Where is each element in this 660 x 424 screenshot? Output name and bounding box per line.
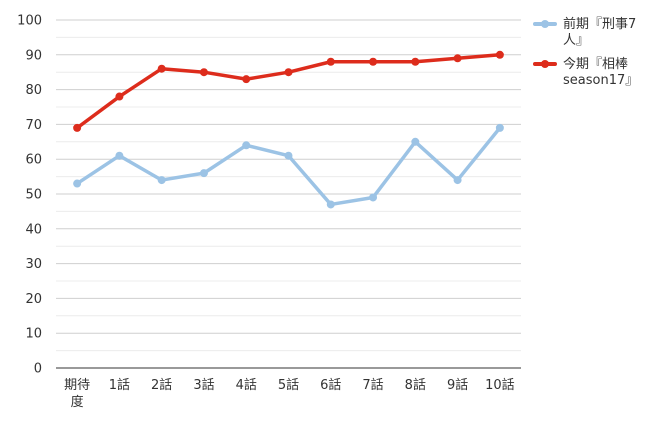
legend-item-series-1[interactable]: 前期『刑事7人』 xyxy=(533,17,653,49)
data-point[interactable] xyxy=(284,151,293,160)
data-point[interactable] xyxy=(453,176,462,185)
data-point[interactable] xyxy=(73,123,82,132)
data-point[interactable] xyxy=(326,57,335,66)
data-point[interactable] xyxy=(284,68,293,77)
y-tick-label: 20 xyxy=(25,292,42,307)
x-axis: 期待度 1話 2話 3話 4話 5話 6話 7話 8話 9話 10話 xyxy=(56,367,521,410)
data-point[interactable] xyxy=(242,75,251,84)
data-point[interactable] xyxy=(242,141,251,150)
data-point[interactable] xyxy=(115,92,124,101)
data-point[interactable] xyxy=(369,57,378,66)
y-tick-label: 70 xyxy=(25,118,42,133)
x-tick-label: 4話 xyxy=(236,377,257,393)
y-tick-label: 40 xyxy=(25,222,42,237)
legend-swatch-series-1 xyxy=(533,20,557,28)
y-tick-label: 60 xyxy=(25,153,42,168)
x-tick-label: 2話 xyxy=(151,377,172,393)
series-line-1 xyxy=(75,126,502,207)
y-tick-label: 100 xyxy=(17,14,42,29)
x-tick-label: 10話 xyxy=(485,377,515,393)
y-tick-label: 80 xyxy=(25,83,42,98)
data-point[interactable] xyxy=(157,176,166,185)
data-point[interactable] xyxy=(326,200,335,209)
data-point[interactable] xyxy=(495,50,504,59)
data-point[interactable] xyxy=(115,151,124,160)
data-point[interactable] xyxy=(369,193,378,202)
x-tick-label: 1話 xyxy=(109,377,130,393)
data-point[interactable] xyxy=(157,64,166,73)
x-tick-label: 3話 xyxy=(193,377,214,393)
legend-label-series-2: 今期『相棒season17』 xyxy=(563,57,639,88)
x-tick-label: 期待度 xyxy=(64,378,90,410)
data-point[interactable] xyxy=(495,123,504,132)
y-axis: 0 10 20 30 40 50 60 70 80 90 100 xyxy=(17,14,42,377)
data-point[interactable] xyxy=(411,137,420,146)
y-tick-label: 0 xyxy=(34,362,42,377)
x-tick-label: 5話 xyxy=(278,377,299,393)
legend-label-series-1: 前期『刑事7人』 xyxy=(563,17,637,48)
x-tick-label: 8話 xyxy=(405,377,426,393)
legend-swatch-series-2 xyxy=(533,60,557,68)
legend-item-series-2[interactable]: 今期『相棒season17』 xyxy=(533,57,653,89)
x-tick-label: 9話 xyxy=(447,377,468,393)
y-tick-label: 50 xyxy=(25,188,42,203)
y-tick-label: 90 xyxy=(25,48,42,63)
series-2 xyxy=(73,50,504,132)
series-line-2 xyxy=(75,53,502,130)
y-tick-label: 30 xyxy=(25,257,42,272)
data-point[interactable] xyxy=(73,179,82,188)
series-1 xyxy=(73,123,504,209)
x-tick-label: 7話 xyxy=(362,377,383,393)
series-group xyxy=(73,50,504,209)
data-point[interactable] xyxy=(411,57,420,66)
data-point[interactable] xyxy=(199,68,208,77)
y-tick-label: 10 xyxy=(25,327,42,342)
data-point[interactable] xyxy=(199,169,208,178)
legend: 前期『刑事7人』 今期『相棒season17』 xyxy=(533,17,653,97)
data-point[interactable] xyxy=(453,54,462,63)
x-tick-label: 6話 xyxy=(320,377,341,393)
